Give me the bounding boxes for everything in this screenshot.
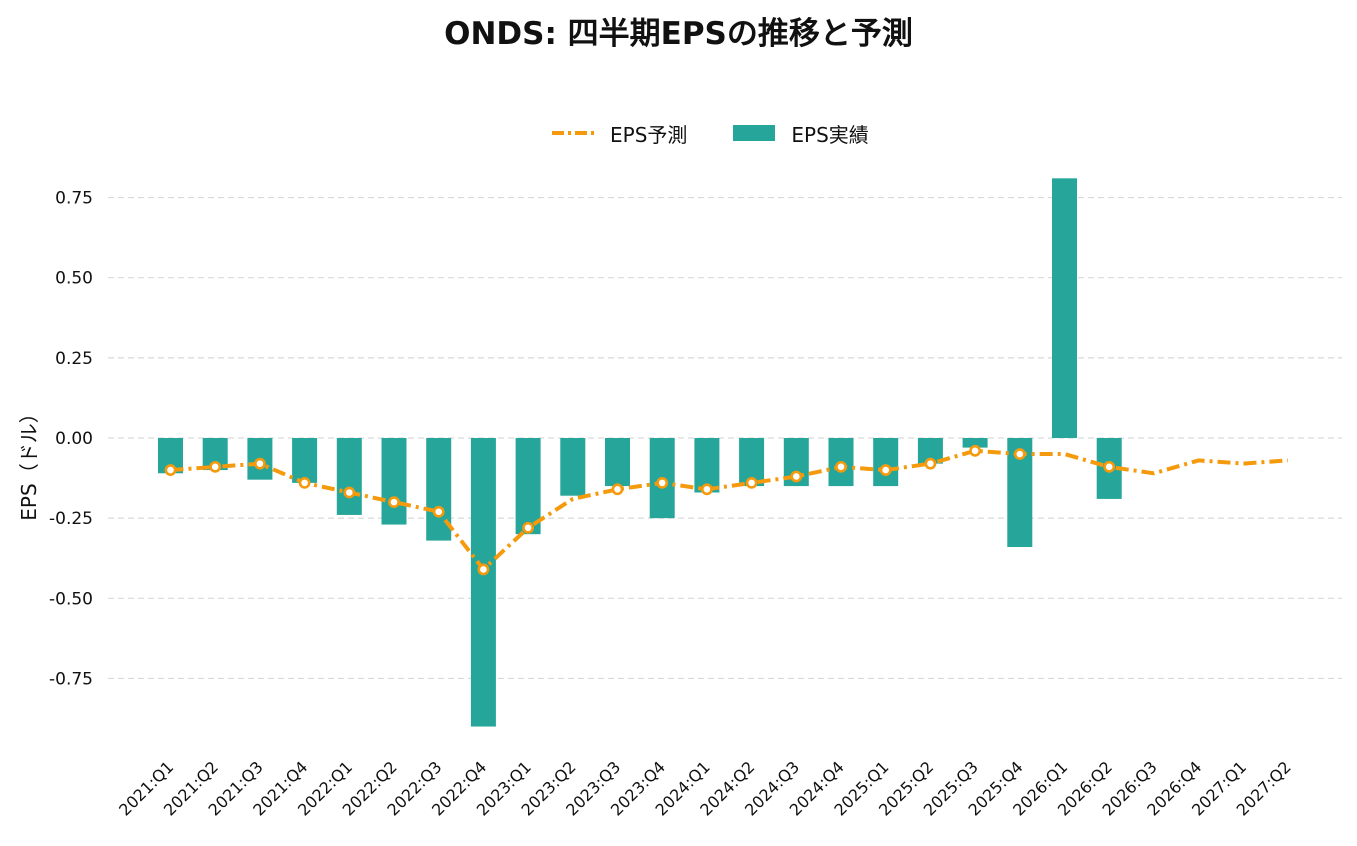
eps-actual-bar	[470, 438, 496, 727]
legend-line-swatch	[552, 131, 594, 135]
eps-actual-bar	[515, 438, 541, 535]
legend: EPS予測 EPS実績	[552, 118, 869, 148]
eps-actual-bar	[1052, 178, 1077, 438]
legend-label-forecast: EPS予測	[610, 122, 688, 147]
eps-forecast-point	[253, 457, 266, 470]
legend-bar-swatch	[733, 125, 776, 141]
y-axis-ticks: 0.75 0.50 0.25 0.00 -0.25 -0.50 -0.75	[49, 189, 93, 690]
y-tick-label: 0.50	[55, 269, 93, 289]
eps-forecast-point	[388, 496, 400, 509]
eps-actual-bar	[962, 438, 988, 448]
eps-forecast-point	[298, 476, 311, 489]
eps-actual-bar	[873, 438, 899, 487]
eps-actual-bar	[605, 438, 630, 487]
eps-actual-bar	[560, 438, 586, 496]
eps-actual-bar	[336, 438, 362, 515]
eps-actual-bar	[381, 438, 407, 525]
eps-forecast-point	[924, 457, 937, 470]
y-tick-label: 0.25	[55, 349, 93, 369]
eps-forecast-point	[477, 563, 490, 576]
eps-forecast-point	[656, 476, 669, 489]
eps-forecast-point	[701, 483, 713, 496]
legend-item-forecast: EPS予測	[552, 119, 687, 148]
eps-forecast-point	[432, 505, 445, 518]
chart-title: ONDS: 四半期EPSの推移と予測	[444, 16, 913, 52]
y-tick-label: -0.50	[49, 589, 93, 609]
eps-forecast-point	[164, 464, 177, 476]
marker-layer	[164, 444, 1116, 576]
eps-forecast-point	[1103, 460, 1116, 473]
legend-item-actual: EPS実績	[733, 119, 869, 148]
eps-actual-bar	[292, 438, 318, 483]
eps-forecast-point	[790, 470, 803, 483]
eps-forecast-point	[745, 476, 758, 489]
y-tick-label: 0.75	[55, 189, 93, 209]
eps-forecast-point	[611, 483, 624, 496]
eps-forecast-point	[835, 460, 847, 473]
eps-forecast-point	[969, 444, 981, 457]
eps-forecast-point	[1013, 448, 1026, 460]
legend-label-actual: EPS実績	[791, 122, 869, 147]
eps-forecast-point	[522, 521, 534, 534]
line-layer	[170, 448, 1289, 572]
eps-forecast-point	[209, 460, 222, 473]
y-tick-label: -0.25	[49, 509, 93, 529]
eps-forecast-point	[343, 486, 356, 499]
x-axis-ticks: 2021:Q12021:Q22021:Q32021:Q42022:Q12022:…	[115, 757, 1295, 819]
y-tick-label: 0.00	[55, 429, 93, 449]
eps-forecast-line	[170, 448, 1289, 572]
y-axis-label: EPS（ドル）	[17, 403, 41, 520]
eps-forecast-point	[879, 464, 892, 476]
y-tick-label: -0.75	[49, 669, 93, 689]
